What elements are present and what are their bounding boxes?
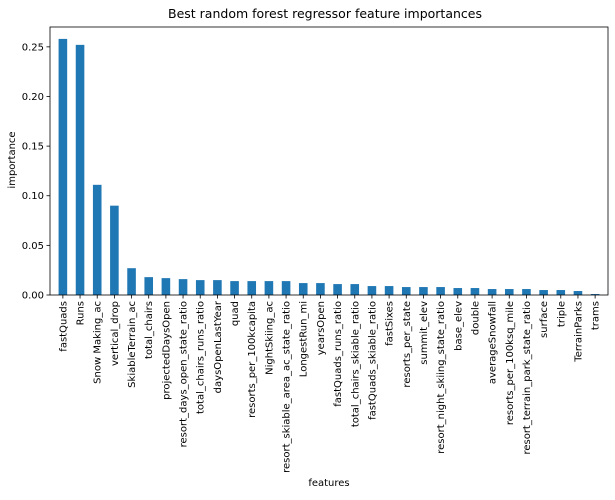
x-tick-label: averageSnowfall: [488, 301, 499, 384]
x-tick-label: TerrainParks: [573, 301, 584, 363]
chart-title: Best random forest regressor feature imp…: [168, 6, 482, 21]
x-tick-label: trams: [591, 301, 602, 330]
x-tick-label: base_elev: [453, 301, 464, 351]
x-axis-ticks: fastQuads Runs Snow Making_ac vertical_drop…: [58, 295, 602, 473]
bar-longestrun-mi: [298, 283, 308, 295]
x-tick-label: resort_terrain_park_state_ratio: [522, 301, 533, 455]
plot-frame: [49, 26, 609, 296]
y-tick-label: 0.25: [22, 42, 44, 53]
bar-resorts-per-state: [401, 287, 411, 295]
x-tick-label: fastSixes: [385, 301, 396, 346]
bar-snow-making-ac: [92, 184, 102, 295]
y-axis-ticks: 0.00 0.05 0.10 0.15 0.20 0.25: [22, 42, 50, 302]
bar-fastquads-skiable-ratio: [367, 286, 377, 295]
x-tick-label: double: [470, 301, 481, 335]
y-tick-label: 0.00: [22, 291, 44, 302]
bar-nightskiing-ac: [264, 281, 274, 295]
bar-total-chairs-runs-ratio: [195, 280, 205, 295]
x-tick-label: NightSkiing_ac: [264, 301, 275, 375]
bar-projecteddaysopen: [161, 278, 171, 295]
bar-resort-night-skiing-state-ratio: [436, 287, 445, 295]
x-tick-label: Runs: [76, 301, 87, 325]
x-tick-label: fastQuads_skiable_ratio: [367, 301, 378, 420]
bar-averagesnowfall: [487, 289, 497, 295]
x-tick-label: yearsOpen: [316, 301, 327, 355]
bar-resort-days-open-state-ratio: [178, 279, 188, 295]
x-tick-label: daysOpenLastYear: [213, 300, 224, 393]
bar-trams: [590, 294, 600, 295]
x-tick-label: total_chairs_skiable_ratio: [350, 301, 361, 427]
y-tick-label: 0.20: [22, 92, 44, 103]
bar-summit-elev: [419, 287, 428, 295]
bar-resorts-per-100kcapita: [247, 281, 257, 295]
bars: [58, 38, 600, 296]
x-tick-label: projectedDaysOpen: [161, 301, 172, 400]
bar-resort-skiable-area-ac-state-ratio: [281, 281, 291, 295]
bar-double: [470, 288, 480, 295]
x-tick-label: resort_night_skiing_state_ratio: [436, 301, 447, 454]
x-tick-label: total_chairs_runs_ratio: [196, 301, 207, 414]
bar-terrainparks: [573, 291, 583, 295]
x-tick-label: resorts_per_100ksq_mile: [505, 301, 516, 425]
y-axis-label: importance: [7, 131, 18, 188]
y-tick-label: 0.05: [22, 241, 44, 252]
x-tick-label: Snow Making_ac: [93, 301, 104, 384]
bar-resort-terrain-park-state-ratio: [522, 289, 531, 295]
x-tick-label: resorts_per_100kcapita: [247, 301, 258, 418]
y-tick-label: 0.10: [22, 191, 44, 202]
x-tick-label: vertical_drop: [110, 301, 121, 366]
bar-fastquads: [58, 38, 68, 296]
bar-resorts-per-100ksq-mile: [504, 289, 514, 295]
bar-total-chairs: [144, 277, 154, 295]
bar-surface: [539, 290, 548, 295]
x-tick-label: fastQuads: [58, 301, 69, 352]
bar-skiableterrain-ac: [127, 268, 136, 295]
bar-fastsixes: [384, 286, 394, 295]
x-tick-label: resorts_per_state: [402, 301, 413, 388]
x-tick-label: resort_days_open_state_ratio: [179, 301, 190, 447]
x-tick-label: total_chairs: [144, 301, 155, 359]
bar-runs: [75, 44, 85, 295]
x-tick-label: surface: [539, 301, 550, 338]
bar-triple: [556, 290, 566, 295]
x-tick-label: quad: [230, 301, 241, 326]
bar-daysopenlastyear: [213, 280, 222, 295]
y-tick-label: 0.15: [22, 142, 44, 153]
x-tick-label: triple: [556, 301, 567, 327]
bar-yearsopen: [316, 283, 325, 295]
bar-fastquads-runs-ratio: [333, 284, 342, 295]
x-tick-label: fastQuads_runs_ratio: [333, 301, 344, 407]
bar-quad: [230, 281, 239, 295]
x-tick-label: SkiableTerrain_ac: [127, 301, 138, 388]
bar-base-elev: [453, 288, 463, 295]
x-tick-label: LongestRun_mi: [299, 301, 310, 377]
x-axis-label: features: [308, 478, 349, 489]
x-tick-label: summit_elev: [419, 301, 430, 365]
x-tick-label: resort_skiable_area_ac_state_ratio: [282, 301, 293, 473]
bar-total-chairs-skiable-ratio: [350, 284, 360, 295]
bar-vertical-drop: [110, 205, 119, 295]
